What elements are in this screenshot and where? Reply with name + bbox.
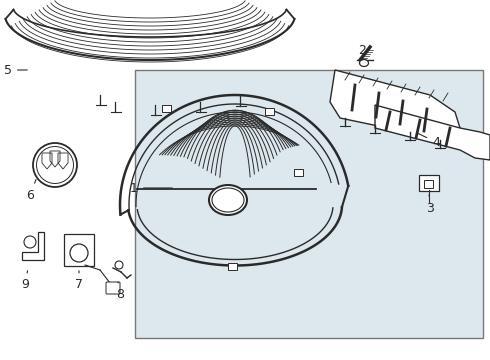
Ellipse shape	[33, 143, 77, 187]
Text: 4: 4	[417, 133, 440, 149]
Ellipse shape	[209, 185, 247, 215]
FancyBboxPatch shape	[106, 282, 120, 294]
Text: 8: 8	[116, 282, 124, 302]
Polygon shape	[22, 232, 44, 260]
Polygon shape	[375, 105, 490, 160]
Text: 1: 1	[130, 181, 172, 194]
Text: 7: 7	[75, 271, 83, 292]
FancyBboxPatch shape	[135, 70, 483, 338]
FancyBboxPatch shape	[228, 263, 237, 270]
Text: 2: 2	[358, 44, 366, 60]
Ellipse shape	[360, 59, 368, 67]
FancyBboxPatch shape	[162, 105, 171, 112]
Text: 6: 6	[26, 180, 36, 202]
Ellipse shape	[212, 188, 244, 212]
FancyBboxPatch shape	[265, 108, 274, 115]
Polygon shape	[330, 70, 460, 142]
FancyBboxPatch shape	[64, 234, 94, 266]
Text: 5: 5	[4, 63, 27, 77]
FancyBboxPatch shape	[423, 180, 433, 188]
FancyBboxPatch shape	[419, 175, 439, 191]
Text: 9: 9	[21, 271, 29, 292]
Text: 3: 3	[426, 195, 434, 215]
FancyBboxPatch shape	[294, 168, 303, 176]
